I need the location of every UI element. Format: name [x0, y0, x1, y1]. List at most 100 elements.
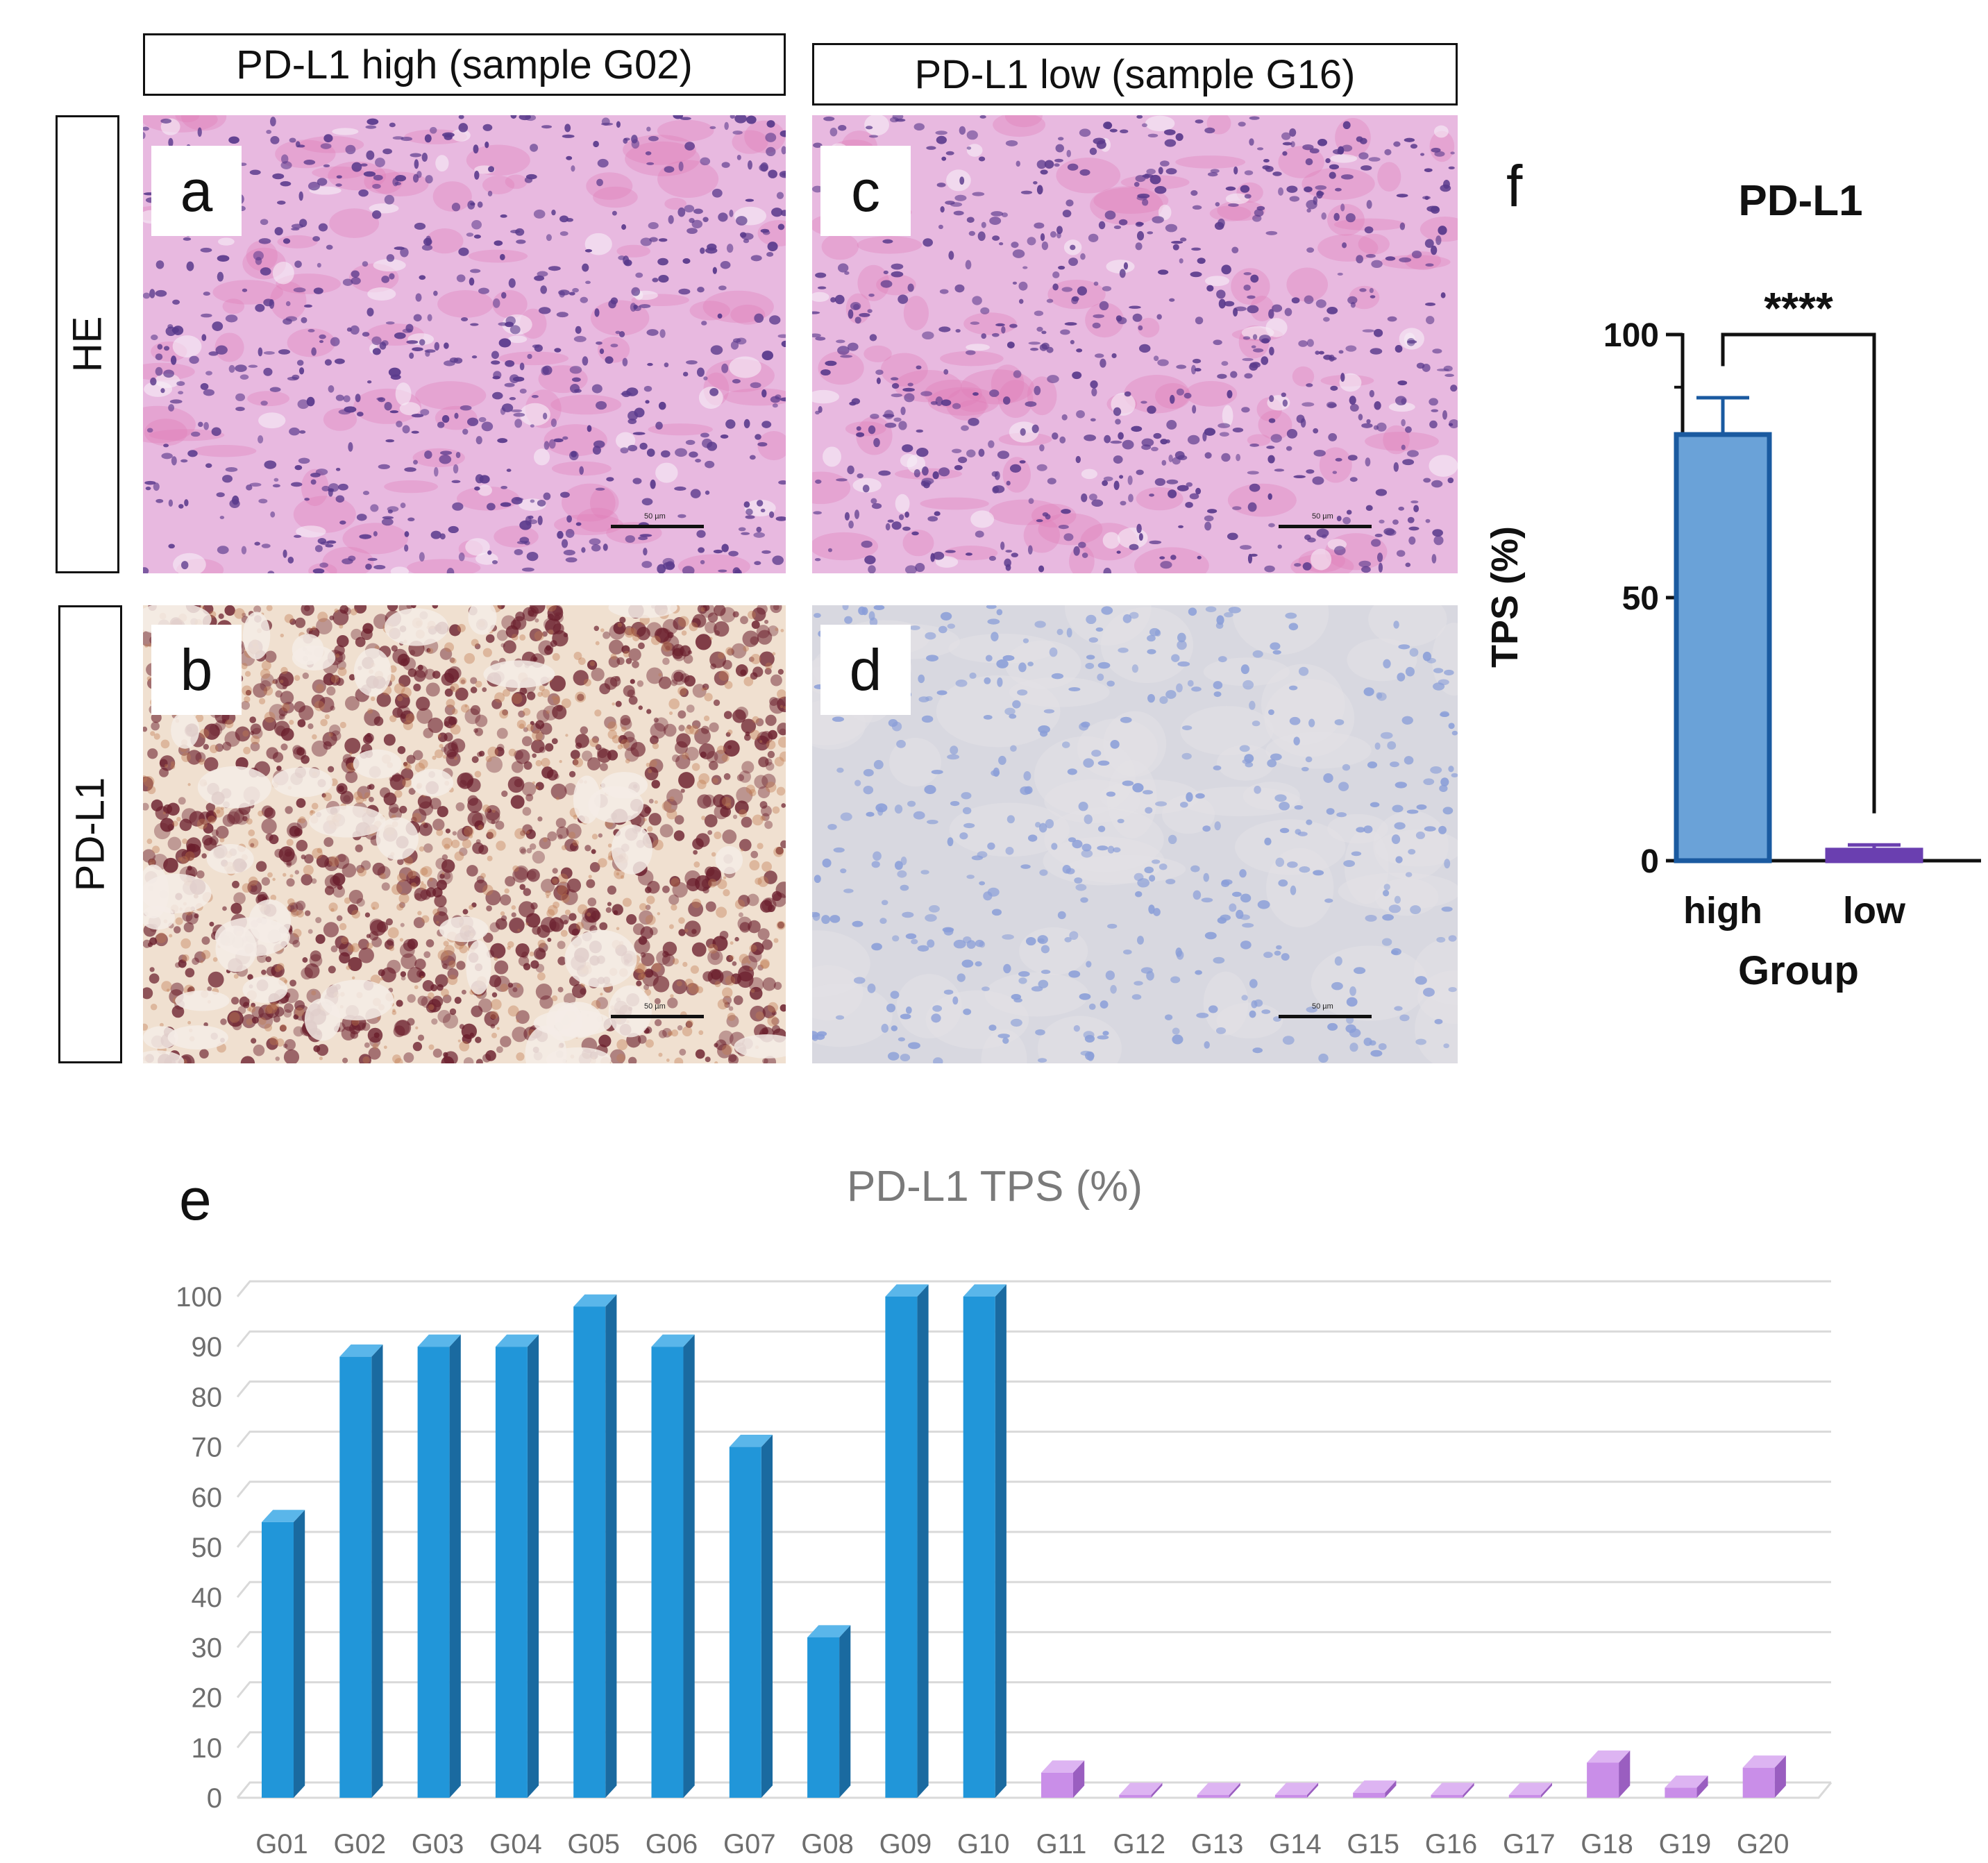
y-tick-label: 0 [1640, 843, 1659, 880]
x-tick-label: G04 [489, 1829, 542, 1853]
bar-G09 [885, 1284, 929, 1798]
x-tick-label: G01 [255, 1829, 308, 1853]
bar-low [1825, 848, 1923, 863]
bar-G18 [1587, 1750, 1631, 1798]
gridline [236, 1580, 1831, 1599]
bar-G16 [1431, 1782, 1474, 1798]
bar-G14 [1274, 1782, 1319, 1798]
row-label-pdl1-box: PD-L1 [58, 605, 122, 1063]
significance-bracket [1721, 332, 1876, 814]
y-tick-label: 90 [192, 1332, 223, 1363]
micrograph-b-ihc-high [143, 605, 786, 1063]
bar-G02 [339, 1344, 383, 1798]
x-tick-label: low [1843, 890, 1906, 932]
bar-G03 [417, 1334, 461, 1798]
bar-G19 [1665, 1775, 1708, 1798]
y-tick-label: 100 [1603, 317, 1659, 354]
y-tick-label: 80 [192, 1382, 223, 1413]
scale-bar-label: 50 µm [1312, 512, 1333, 521]
gridline [236, 1630, 1831, 1649]
bar-G10 [963, 1284, 1006, 1798]
ihc-stain-image [143, 605, 786, 1063]
x-tick-label: G18 [1581, 1829, 1633, 1853]
header-pdl1-low: PD-L1 low (sample G16) [812, 43, 1458, 106]
bar-G13 [1197, 1782, 1240, 1798]
x-tick-label: G16 [1425, 1829, 1478, 1853]
gridline [236, 1781, 1831, 1798]
x-tick-label: G12 [1113, 1829, 1165, 1853]
panel-label-a: a [151, 146, 242, 236]
x-tick-label: G14 [1269, 1829, 1322, 1853]
y-tick-label: 0 [207, 1783, 222, 1814]
y-axis-label: TPS (%) [1484, 526, 1526, 668]
bar-high [1674, 432, 1772, 863]
x-tick-label: high [1683, 890, 1762, 932]
y-tick-label: 100 [176, 1282, 222, 1313]
bar-G04 [495, 1334, 539, 1798]
bar-G06 [651, 1334, 695, 1798]
panel-label-f: f [1506, 153, 1523, 219]
y-tick-label: 20 [192, 1683, 223, 1714]
y-tick-label: 60 [192, 1483, 223, 1513]
x-tick-label: G05 [567, 1829, 620, 1853]
chart-e-tps-per-sample: PD-L1 TPS (%) 0 10 20 30 40 50 60 70 80 90 100 G01 G0… [176, 1163, 1833, 1853]
x-tick-label: G02 [333, 1829, 386, 1853]
bar-G08 [807, 1625, 851, 1798]
micrograph-a-he-high [143, 115, 786, 573]
y-tick-label: 50 [192, 1533, 223, 1563]
significance-label: **** [1764, 283, 1833, 333]
x-tick-label: G06 [646, 1829, 698, 1853]
chart-e-title: PD-L1 TPS (%) [847, 1163, 1143, 1211]
header-pdl1-high: PD-L1 high (sample G02) [143, 33, 786, 96]
gridline [236, 1731, 1831, 1748]
scale-bar [1279, 1015, 1372, 1018]
bar-G05 [573, 1294, 617, 1798]
chart-f-tps-by-group: PD-L1 0 50 100 TPS (%) high low Group **** [1484, 177, 1981, 993]
micrograph-d-ihc-low [812, 605, 1458, 1063]
x-tick-label: G03 [412, 1829, 464, 1853]
bar-G20 [1742, 1755, 1786, 1798]
gridline [236, 1330, 1831, 1348]
scale-bar [611, 525, 704, 528]
y-tick-label: 30 [192, 1633, 223, 1663]
x-tick-label: G20 [1737, 1829, 1789, 1853]
bar-G12 [1119, 1782, 1163, 1798]
micrograph-c-he-low [812, 115, 1458, 573]
row-label-he: HE [65, 316, 110, 373]
bar-G15 [1353, 1780, 1397, 1798]
gridline [236, 1481, 1831, 1498]
panel-label-b: b [151, 625, 242, 715]
gridline [236, 1531, 1831, 1548]
bar-G11 [1041, 1760, 1085, 1798]
y-tick-label: 50 [1622, 580, 1659, 617]
y-tick-label: 70 [192, 1433, 223, 1463]
x-tick-label: G08 [801, 1829, 854, 1853]
row-label-pdl1: PD-L1 [67, 777, 113, 892]
y-tick-label: 10 [192, 1733, 223, 1764]
he-stain-image [812, 115, 1458, 573]
x-tick-label: G15 [1347, 1829, 1399, 1853]
scale-bar [611, 1015, 704, 1018]
x-tick-label: G07 [723, 1829, 776, 1853]
gridline [236, 1681, 1831, 1698]
panel-label-e: e [179, 1167, 212, 1232]
gridline [236, 1280, 1831, 1297]
scale-bar-label: 50 µm [644, 512, 666, 521]
x-tick-label: G19 [1659, 1829, 1712, 1853]
bar-G17 [1508, 1782, 1552, 1798]
bar-G07 [729, 1435, 773, 1798]
gridline [236, 1380, 1831, 1398]
scale-bar [1279, 525, 1372, 528]
panel-label-d: d [820, 625, 911, 715]
x-tick-label: G10 [957, 1829, 1010, 1853]
panel-label-c: c [820, 146, 911, 236]
scale-bar-label: 50 µm [644, 1002, 666, 1011]
ihc-stain-image [812, 605, 1458, 1063]
x-tick-label: G09 [879, 1829, 932, 1853]
x-tick-label: G11 [1036, 1829, 1087, 1853]
scale-bar-label: 50 µm [1312, 1002, 1333, 1011]
he-stain-image [143, 115, 786, 573]
bar-G01 [262, 1510, 305, 1798]
chart-f-title: PD-L1 [1738, 177, 1862, 225]
gridline [236, 1431, 1831, 1448]
